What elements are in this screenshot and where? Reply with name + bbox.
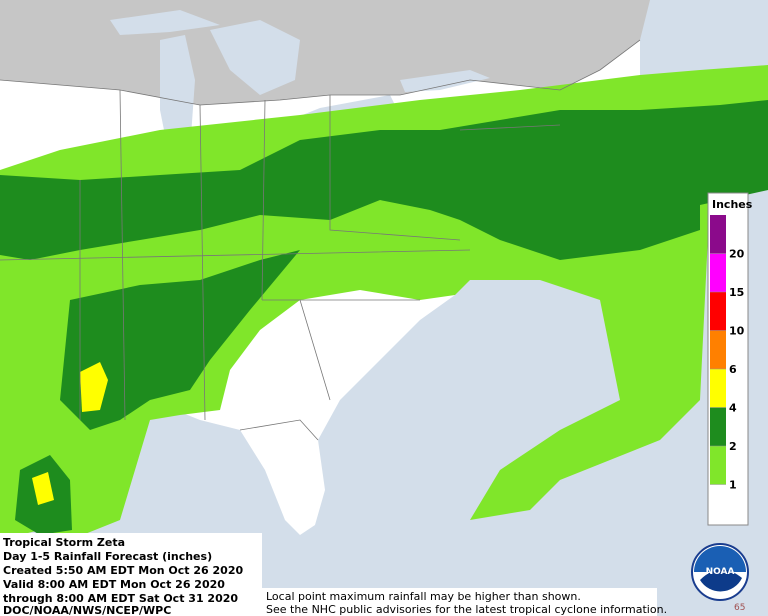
disclaimer-line: Local point maximum rainfall may be high…: [266, 590, 581, 603]
legend-label: 6: [729, 363, 737, 376]
rain-4-6: [80, 362, 108, 412]
state-borders: [0, 89, 561, 441]
disclaimer: Local point maximum rainfall may be high…: [262, 588, 667, 616]
logo-sea: [700, 569, 742, 592]
info-title: Tropical Storm Zeta: [3, 536, 125, 549]
info-product: Day 1-5 Rainfall Forecast (inches): [3, 550, 212, 563]
rain-4-6: [32, 472, 54, 505]
rain-2-4: [0, 100, 768, 260]
disclaimer-background: [262, 588, 657, 616]
legend-label: 20: [729, 248, 745, 261]
legend-band: [710, 292, 726, 331]
legend-label: 15: [729, 286, 744, 299]
legend: Inches 20 15 10 6 4 2 1: [707, 192, 753, 526]
noaa-logo: NOAA: [691, 543, 749, 601]
info-box: Tropical Storm Zeta Day 1-5 Rainfall For…: [0, 533, 262, 616]
corner-number: 65: [734, 603, 745, 613]
info-background: [0, 533, 262, 616]
info-source: DOC/NOAA/NWS/NCEP/WPC: [3, 604, 171, 616]
legend-label: 10: [729, 325, 745, 338]
legend-label: 2: [729, 440, 737, 453]
info-valid: Valid 8:00 AM EDT Mon Oct 26 2020: [3, 578, 225, 591]
legend-title: Inches: [712, 198, 753, 211]
lake: [110, 10, 220, 35]
legend-band: [710, 446, 726, 485]
legend-label: 4: [729, 402, 737, 415]
legend-band: [710, 369, 726, 408]
coastline: [0, 39, 641, 106]
rain-2-4: [60, 250, 300, 430]
legend-band: [710, 407, 726, 446]
legend-band: [710, 253, 726, 292]
logo-text: NOAA: [706, 567, 735, 577]
legend-band: [710, 330, 726, 369]
info-created: Created 5:50 AM EDT Mon Oct 26 2020: [3, 564, 243, 577]
lake: [210, 20, 300, 95]
legend-band: [710, 484, 726, 523]
legend-label: 1: [729, 479, 737, 492]
info-through: through 8:00 AM EDT Sat Oct 31 2020: [3, 592, 238, 605]
lake: [400, 70, 490, 92]
legend-band: [710, 215, 726, 254]
disclaimer-line: See the NHC public advisories for the la…: [266, 603, 667, 616]
logo-sky: [694, 546, 746, 572]
